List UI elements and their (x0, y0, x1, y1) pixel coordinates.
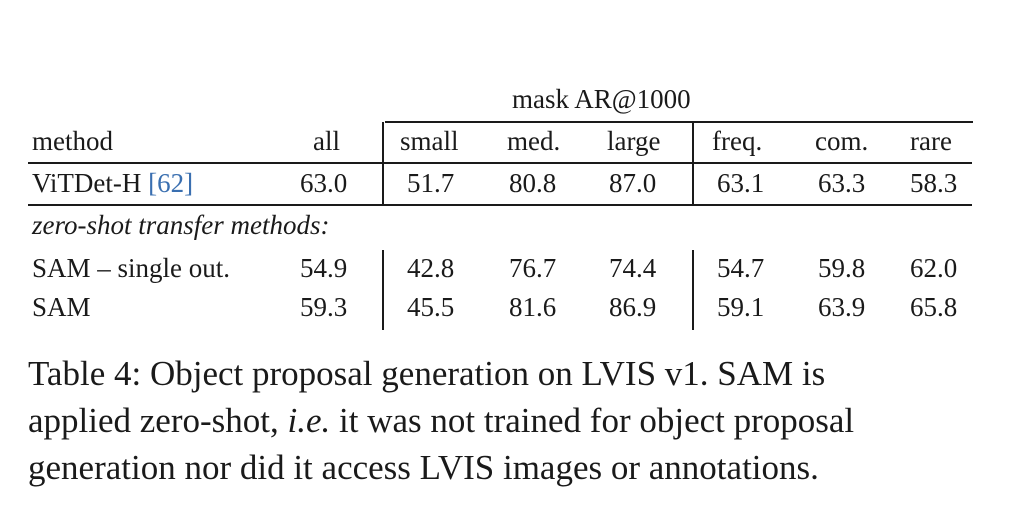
header-rule (28, 162, 972, 164)
baseline-method: ViTDet-H [62] (32, 168, 193, 198)
col-header-med: med. (507, 126, 561, 156)
baseline-large: 87.0 (609, 168, 657, 198)
section-label: zero-shot transfer methods: (32, 210, 330, 240)
caption-line: Table 4: Object proposal generation on L… (28, 354, 826, 393)
row-all: 54.9 (300, 253, 348, 283)
group-rule (385, 121, 973, 123)
col-separator (382, 122, 384, 206)
col-separator (382, 250, 384, 330)
col-header-method: method (32, 126, 113, 156)
caption-text: it was not trained for object proposal (339, 401, 855, 440)
group-header: mask AR@1000 (512, 84, 691, 114)
col-separator (692, 122, 694, 206)
row-method: SAM (32, 292, 91, 322)
row-small: 42.8 (407, 253, 455, 283)
baseline-all: 63.0 (300, 168, 348, 198)
caption-text: applied zero-shot, (28, 401, 279, 440)
row-large: 86.9 (609, 292, 657, 322)
baseline-med: 80.8 (509, 168, 557, 198)
baseline-freq: 63.1 (717, 168, 765, 198)
row-com: 59.8 (818, 253, 866, 283)
row-med: 81.6 (509, 292, 557, 322)
col-separator (692, 250, 694, 330)
row-freq: 59.1 (717, 292, 765, 322)
row-rare: 65.8 (910, 292, 958, 322)
baseline-small: 51.7 (407, 168, 455, 198)
caption-italic: i.e. (287, 401, 331, 440)
caption-line: generation nor did it access LVIS images… (28, 448, 819, 487)
row-rare: 62.0 (910, 253, 958, 283)
baseline-rare: 58.3 (910, 168, 958, 198)
row-com: 63.9 (818, 292, 866, 322)
col-header-large: large (607, 126, 661, 156)
col-header-com: com. (815, 126, 869, 156)
baseline-rule (28, 204, 972, 206)
row-med: 76.7 (509, 253, 557, 283)
row-method: SAM – single out. (32, 253, 231, 283)
row-all: 59.3 (300, 292, 348, 322)
row-freq: 54.7 (717, 253, 765, 283)
baseline-citation[interactable]: [62] (148, 168, 194, 198)
caption-line: applied zero-shot, i.e. it was not train… (28, 397, 854, 445)
row-small: 45.5 (407, 292, 455, 322)
col-header-freq: freq. (712, 126, 763, 156)
col-header-small: small (400, 126, 459, 156)
baseline-com: 63.3 (818, 168, 866, 198)
baseline-method-name: ViTDet-H (32, 168, 142, 198)
col-header-all: all (313, 126, 340, 156)
col-header-rare: rare (910, 126, 952, 156)
row-large: 74.4 (609, 253, 657, 283)
